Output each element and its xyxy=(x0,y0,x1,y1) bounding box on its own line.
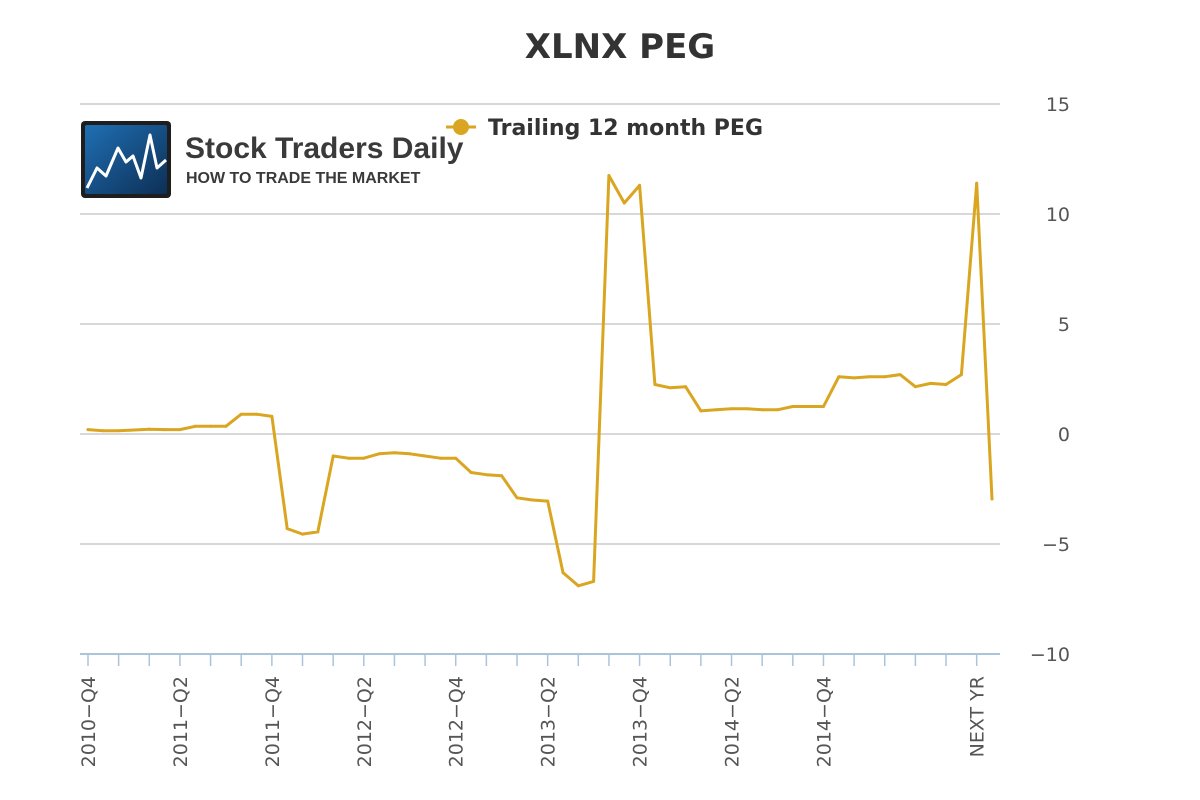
data-point xyxy=(178,428,182,432)
data-point xyxy=(132,428,136,432)
x-tick-label: 2012−Q2 xyxy=(354,676,376,767)
data-point xyxy=(806,405,810,408)
data-point xyxy=(913,385,917,389)
data-point xyxy=(622,201,626,205)
data-point xyxy=(837,375,841,379)
x-tick-label: 2010−Q4 xyxy=(78,676,100,767)
x-tick-label: 2013−Q2 xyxy=(538,676,560,767)
y-tick-label: 10 xyxy=(1046,204,1070,226)
data-point xyxy=(392,451,396,455)
data-point xyxy=(438,456,442,460)
stock-traders-daily-logo: Stock Traders Daily HOW TO TRADE THE MAR… xyxy=(81,121,464,198)
data-point xyxy=(285,527,289,531)
data-point xyxy=(791,405,795,408)
x-tick-label: 2012−Q4 xyxy=(446,676,468,767)
data-point xyxy=(684,385,688,389)
data-point xyxy=(898,373,902,377)
logo-name: Stock Traders Daily xyxy=(185,132,464,165)
legend-marker xyxy=(453,119,469,135)
x-tick-label: 2011−Q2 xyxy=(170,676,192,767)
data-point xyxy=(576,584,580,588)
data-point xyxy=(530,498,534,502)
data-point xyxy=(301,532,305,536)
y-tick-label: 15 xyxy=(1046,94,1070,116)
data-point xyxy=(484,473,488,477)
data-point xyxy=(714,408,718,412)
x-tick-label: 2011−Q4 xyxy=(262,676,284,767)
series-group xyxy=(86,174,994,588)
data-point xyxy=(101,429,105,433)
data-point xyxy=(730,407,734,411)
data-point xyxy=(975,181,979,185)
data-point xyxy=(699,409,703,413)
data-point xyxy=(775,408,779,412)
data-point xyxy=(408,452,412,456)
data-point xyxy=(163,428,167,432)
data-point xyxy=(86,428,90,432)
data-point xyxy=(515,496,519,500)
data-point xyxy=(867,375,871,379)
data-point xyxy=(959,373,963,377)
data-point xyxy=(745,407,749,411)
data-point xyxy=(316,530,320,534)
data-point xyxy=(883,375,887,379)
x-tick-label: NEXT YR xyxy=(967,676,989,757)
data-point xyxy=(944,383,948,386)
y-tick-label: −10 xyxy=(1030,644,1070,666)
data-point xyxy=(454,456,458,460)
data-point xyxy=(193,424,197,428)
data-point xyxy=(469,471,473,474)
x-tick-label: 2014−Q2 xyxy=(722,676,744,767)
data-point xyxy=(270,414,274,418)
data-point xyxy=(117,429,121,433)
series-line xyxy=(86,174,994,588)
grid xyxy=(80,103,1000,545)
data-point xyxy=(224,424,228,428)
data-point xyxy=(653,383,657,386)
data-point xyxy=(821,405,825,408)
data-point xyxy=(929,381,933,385)
data-point xyxy=(346,456,350,460)
data-point xyxy=(760,408,764,412)
x-axis: 2010−Q4 2011−Q2 2011−Q4 2012−Q2 2012−Q4 2013−… xyxy=(78,653,1000,767)
data-point xyxy=(668,386,672,390)
data-point xyxy=(852,376,856,380)
data-point xyxy=(546,499,550,503)
logo-tagline: HOW TO TRADE THE MARKET xyxy=(186,170,421,187)
chart-title: XLNX PEG xyxy=(525,27,715,67)
data-point xyxy=(331,454,335,458)
legend-label[interactable]: Trailing 12 month PEG xyxy=(488,116,763,141)
y-axis: 15 10 5 0 −5 −10 xyxy=(1030,94,1070,666)
data-point xyxy=(607,174,611,177)
x-tick-label: 2013−Q4 xyxy=(630,676,652,767)
data-point xyxy=(500,474,504,478)
data-point xyxy=(377,452,381,456)
data-point xyxy=(990,497,994,501)
y-tick-label: 5 xyxy=(1058,314,1070,336)
data-point xyxy=(147,427,151,431)
data-point xyxy=(255,412,259,416)
data-point xyxy=(362,456,366,460)
data-point xyxy=(239,412,243,416)
data-point xyxy=(423,454,427,458)
logo-zigzag-icon xyxy=(85,133,167,189)
x-tick-label: 2014−Q4 xyxy=(813,676,835,767)
data-point xyxy=(561,571,565,575)
data-point xyxy=(209,424,213,428)
y-tick-label: 0 xyxy=(1058,424,1070,446)
legend[interactable]: Trailing 12 month PEG xyxy=(446,116,763,141)
data-point xyxy=(638,183,642,187)
y-tick-label: −5 xyxy=(1042,534,1070,556)
data-point xyxy=(592,579,596,583)
